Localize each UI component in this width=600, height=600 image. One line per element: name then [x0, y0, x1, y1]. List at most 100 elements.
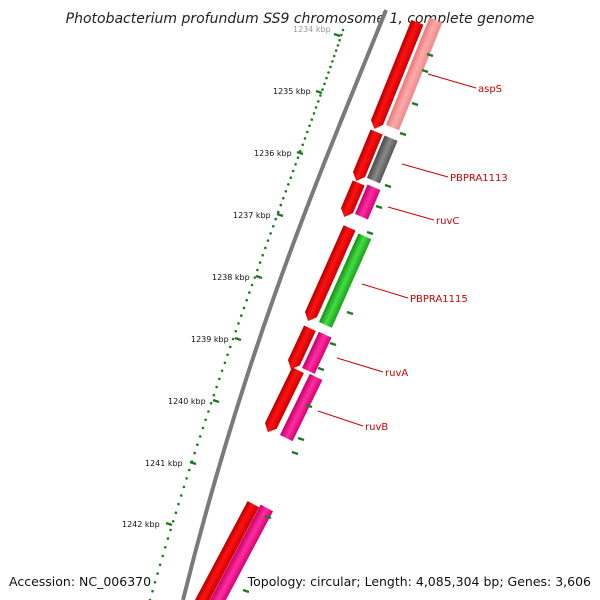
ring-dot	[185, 477, 188, 480]
leader-line	[401, 163, 449, 178]
ring-dot	[331, 60, 334, 63]
scale-tick	[255, 274, 263, 280]
ring-dot	[207, 410, 210, 413]
gene-feature-PBPRA1113[interactable]	[367, 135, 398, 184]
cds-feature[interactable]	[338, 180, 365, 219]
topology-text: Topology: circular; Length: 4,085,304 bp…	[247, 574, 591, 589]
scale-tick-label: 1234 kbp	[293, 25, 331, 34]
ring-dot	[284, 190, 288, 193]
ring-dot	[156, 572, 159, 575]
ring-dot	[231, 337, 235, 341]
scale-tick	[234, 336, 242, 342]
gene-label-PBPRA1113[interactable]: PBPRA1113	[450, 173, 508, 184]
ring-dot	[169, 528, 172, 532]
ring-dot	[177, 502, 180, 506]
leader-line	[387, 206, 435, 221]
ring-dot	[237, 322, 240, 325]
ring-dot	[240, 314, 243, 317]
ring-dot	[274, 217, 278, 221]
ring-dot	[336, 44, 340, 47]
ring-dot	[258, 261, 262, 264]
scale-tick-label: 1241 kbp	[145, 459, 183, 468]
ring-dot	[256, 268, 259, 272]
ring-dot	[294, 163, 297, 166]
ring-dot	[329, 65, 332, 69]
gene-feature-ruvC[interactable]	[355, 184, 381, 220]
ring-dot	[250, 283, 254, 287]
gene-label-aspS[interactable]: aspS	[478, 84, 502, 95]
scale-tick	[296, 150, 304, 156]
ring-dot	[308, 124, 311, 128]
ring-dot	[279, 203, 283, 207]
ring-dot	[340, 33, 343, 37]
ring-dot	[161, 554, 164, 558]
cds-feature[interactable]	[368, 19, 424, 131]
ring-dot	[291, 169, 295, 173]
ring-dot	[198, 435, 202, 438]
gene-feature-ruvA[interactable]	[302, 331, 332, 374]
leader-line	[361, 283, 409, 299]
ring-dot	[266, 239, 270, 242]
cds-feature[interactable]	[302, 225, 356, 323]
ring-dot	[196, 443, 199, 447]
ring-dot	[188, 468, 191, 472]
ring-dot	[234, 329, 238, 333]
ring-dot	[325, 76, 328, 80]
ring-dot	[151, 589, 154, 593]
leader-line	[427, 73, 477, 89]
outer-feature-track	[210, 17, 443, 600]
ring-dot	[158, 563, 162, 567]
ring-dot	[271, 225, 275, 228]
scale-tick	[276, 212, 284, 218]
ring-dot	[226, 353, 229, 357]
ring-dot	[323, 82, 326, 86]
ring-dot	[223, 361, 227, 365]
cds-feature[interactable]	[285, 325, 316, 372]
ring-dot	[282, 196, 285, 200]
gene-label-ruvB[interactable]: ruvB	[365, 422, 388, 433]
ring-dot	[312, 112, 316, 115]
gene-feature-aspS[interactable]	[386, 17, 443, 131]
scale-tick-label: 1240 kbp	[168, 397, 206, 406]
kbp-scale: 1234 kbp 1235 kbp 1236 kbp 1237 kbp 1238…	[122, 25, 341, 529]
ring-dot	[220, 369, 224, 373]
ring-dot	[248, 291, 251, 294]
ring-dot	[334, 49, 338, 52]
gene-label-ruvA[interactable]: ruvA	[385, 368, 408, 379]
ring-dot	[321, 88, 324, 91]
ring-dot	[201, 426, 205, 430]
cds-feature[interactable]	[350, 129, 383, 184]
scale-tick-label: 1235 kbp	[273, 87, 311, 96]
ring-dot	[314, 106, 318, 109]
gene-label-ruvC[interactable]: ruvC	[436, 216, 459, 227]
gene-feature-ruvB[interactable]	[280, 373, 323, 442]
ring-dot	[212, 393, 216, 397]
ring-dot	[317, 100, 320, 103]
ring-dot	[253, 276, 257, 279]
cds-feature[interactable]	[195, 501, 260, 600]
ring-dot	[218, 377, 221, 381]
ring-dot	[215, 385, 218, 389]
ring-dot	[296, 156, 300, 159]
gene-feature-PBPRA1115[interactable]	[319, 233, 372, 328]
ring-dot	[327, 71, 330, 74]
gene-feature[interactable]	[210, 504, 274, 600]
ring-dot	[277, 210, 280, 214]
gene-label-PBPRA1115[interactable]: PBPRA1115	[410, 294, 468, 305]
ring-dot	[153, 581, 157, 584]
ring-dot	[269, 232, 272, 235]
cds-feature[interactable]	[262, 367, 304, 435]
ring-dot	[303, 137, 307, 140]
outer-track-ticks	[242, 52, 434, 594]
ring-dot	[287, 183, 290, 186]
scale-tick-label: 1238 kbp	[212, 273, 250, 282]
ring-dot	[174, 511, 178, 514]
genome-backbone	[181, 9, 388, 600]
ring-dot	[182, 485, 186, 489]
ring-dot	[319, 94, 322, 97]
scale-tick-label: 1239 kbp	[191, 335, 229, 344]
ring-dot	[242, 306, 246, 310]
ring-dot	[204, 418, 207, 422]
scale-tick-label: 1237 kbp	[233, 211, 271, 220]
